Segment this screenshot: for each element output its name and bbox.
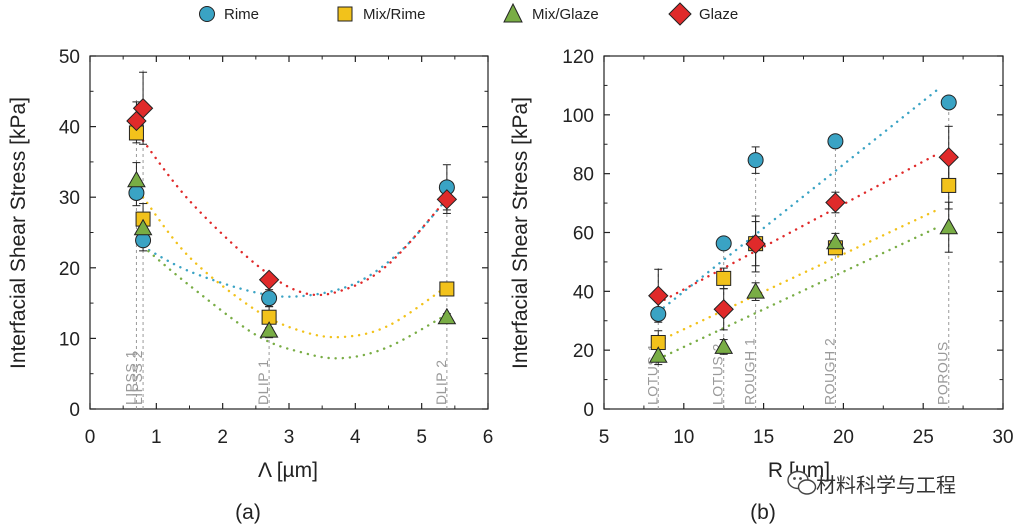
legend-item-rime: Rime [199,6,259,23]
legend-item-mix-glaze: Mix/Glaze [503,2,599,23]
y-tick-label: 20 [573,341,594,362]
surface-label: DLIP 1 [255,359,271,405]
y-tick-label: 80 [573,165,594,186]
y-tick-label: 40 [59,118,80,139]
mix-rime-point [941,177,957,193]
mix-rime-trend-line [657,207,941,343]
x-tick-label: 1 [151,427,162,448]
glaze-point [132,98,154,119]
y-tick-label: 0 [583,400,594,421]
rime-point [940,94,957,111]
surface-label: LIPSS 2 [129,350,145,405]
legend-label-mix-glaze: Mix/Glaze [532,6,599,23]
mix-glaze-point [746,282,765,299]
x-tick-label: 3 [284,427,295,448]
x-axis-label: R [µm] [768,459,830,482]
glaze-point [745,233,766,255]
glaze-legend-marker [668,2,692,26]
x-tick-label: 5 [416,427,427,448]
y-tick-label: 20 [59,259,80,280]
mix-glaze-point [939,217,959,235]
glaze-trend-line [657,151,941,305]
panel-label-b: (b) [750,501,776,524]
rime-point [128,184,145,201]
mix-rime-point [716,270,732,286]
rime-trend-line [657,87,941,314]
x-tick-label: 0 [85,427,96,448]
glaze-point [938,146,959,168]
x-tick-label: 15 [753,427,774,448]
glaze-trend-line [141,139,450,297]
y-axis-label: Interfacial Shear Stress [kPa] [7,97,30,369]
y-tick-label: 60 [573,224,594,245]
glaze-point [825,192,846,213]
legend-label-rime: Rime [224,6,259,23]
legend-item-mix-rime: Mix/Rime [337,6,426,23]
watermark: 材料科学与工程 [787,470,956,497]
x-axis-label: Λ [µm] [258,459,318,482]
y-axis-label: Interfacial Shear Stress [kPa] [509,97,532,369]
y-tick-label: 0 [69,400,80,421]
x-tick-label: 2 [217,427,228,448]
mix-glaze-point [826,232,845,250]
wechat-icon [787,470,817,495]
surface-label: LOTUS 2 [710,343,726,405]
glaze-point [713,299,734,320]
mix-rime-legend-marker [337,6,353,22]
mix-glaze-point [133,218,153,236]
legend-label-glaze: Glaze [699,6,738,23]
watermark-text: 材料科学与工程 [816,473,956,497]
y-tick-label: 40 [573,282,594,303]
chart-panel-a: Interfacial Shear Stress [kPa] Λ [µm] (a… [7,47,493,524]
rime-point [261,290,278,307]
y-tick-label: 100 [562,106,594,127]
panel-label-a: (a) [235,501,261,524]
rime-point [747,152,764,169]
rime-legend-marker [199,6,215,22]
mix-glaze-point [714,337,734,354]
rime-point [650,305,667,322]
surface-label: DLIP 2 [433,359,449,405]
glaze-point [648,285,669,306]
surface-label: POROUS [935,341,951,405]
mix-glaze-trend-line [141,245,450,360]
y-tick-label: 120 [562,47,594,68]
rime-point [715,235,732,252]
glaze-point [258,269,280,291]
glaze-point [436,189,458,210]
mix-rime-point [439,281,455,297]
surface-label: LIPSS 1 [122,350,138,405]
y-tick-label: 30 [59,188,80,209]
x-tick-label: 25 [913,427,934,448]
mix-glaze-legend-marker [503,2,523,23]
x-tick-label: 4 [350,427,361,448]
surface-label: ROUGH 2 [821,338,837,405]
legend: Rime Mix/Rime Mix/Glaze Glaze [199,2,738,26]
x-tick-label: 20 [833,427,854,448]
mix-glaze-point [648,346,668,363]
mix-glaze-point [437,307,457,325]
mix-glaze-trend-line [657,225,941,361]
legend-label-mix-rime: Mix/Rime [363,6,426,23]
x-tick-label: 30 [992,427,1013,448]
mix-glaze-point [127,170,146,188]
x-tick-label: 6 [483,427,494,448]
rime-point [827,133,844,150]
y-tick-label: 50 [59,47,80,68]
x-tick-label: 10 [673,427,694,448]
rime-trend-line [141,196,450,298]
mix-rime-trend-line [141,196,450,339]
chart-panel-b: Interfacial Shear Stress [kPa] R [µm] (b… [509,47,1014,524]
mix-glaze-point [259,321,279,338]
y-tick-label: 10 [59,329,80,350]
x-tick-label: 5 [599,427,610,448]
legend-item-glaze: Glaze [668,2,738,26]
surface-label: ROUGH 1 [742,338,758,405]
